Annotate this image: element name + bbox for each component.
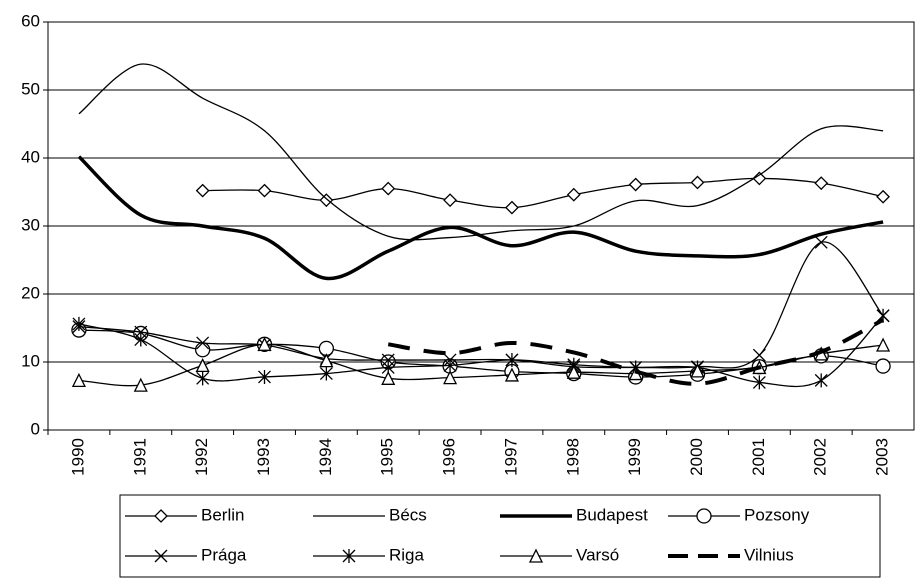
marker xyxy=(505,200,519,215)
marker xyxy=(505,352,519,367)
marker xyxy=(319,193,334,208)
marker xyxy=(319,353,334,368)
marker xyxy=(154,509,168,523)
marker xyxy=(443,358,457,373)
marker xyxy=(443,193,457,208)
x-tick-label: 2002 xyxy=(811,438,830,476)
x-tick-label: 2003 xyxy=(873,438,892,476)
marker xyxy=(752,348,766,362)
marker xyxy=(195,357,210,373)
marker xyxy=(196,371,210,386)
marker xyxy=(876,189,890,204)
x-tick-label: 1994 xyxy=(316,438,335,476)
x-tick-label: 1997 xyxy=(501,438,520,476)
marker xyxy=(133,377,148,392)
x-tick-label: 1993 xyxy=(254,438,273,476)
x-tick-label: 1998 xyxy=(563,438,582,476)
marker xyxy=(696,508,712,524)
x-tick-label: 1991 xyxy=(130,438,149,476)
marker xyxy=(381,370,396,385)
marker xyxy=(875,358,891,374)
marker xyxy=(72,316,86,331)
marker xyxy=(258,369,271,384)
legend-label: Riga xyxy=(389,545,425,564)
legend-label: Pozsony xyxy=(744,505,810,524)
legend-label: Bécs xyxy=(389,505,427,524)
y-tick-label: 30 xyxy=(21,215,40,234)
marker xyxy=(814,176,829,191)
marker xyxy=(342,549,356,563)
marker xyxy=(628,177,643,192)
marker xyxy=(154,549,168,563)
marker xyxy=(504,367,519,382)
legend-frame xyxy=(119,494,881,578)
y-tick-label: 20 xyxy=(21,283,40,302)
marker xyxy=(566,187,581,202)
marker xyxy=(134,332,148,347)
legend-label: Vilnius xyxy=(744,545,794,564)
x-tick-label: 1999 xyxy=(625,438,644,476)
series-line xyxy=(77,155,884,281)
marker xyxy=(196,336,210,350)
marker xyxy=(381,181,396,196)
marker xyxy=(690,363,705,378)
marker xyxy=(319,366,333,381)
x-tick-label: 1995 xyxy=(378,438,397,476)
marker xyxy=(814,235,828,249)
series-line xyxy=(387,318,884,386)
legend-label: Varsó xyxy=(576,545,619,564)
x-tick-label: 2001 xyxy=(749,438,768,476)
marker xyxy=(752,375,766,390)
marker xyxy=(752,171,767,186)
marker xyxy=(814,373,828,388)
x-tick-label: 1992 xyxy=(192,438,211,476)
x-tick-label: 1996 xyxy=(440,438,459,476)
x-tick-label: 2000 xyxy=(687,438,706,476)
y-tick-label: 50 xyxy=(21,79,40,98)
legend-label: Berlin xyxy=(201,505,244,524)
marker xyxy=(71,372,86,388)
series-line xyxy=(202,177,884,209)
y-tick-label: 40 xyxy=(21,147,40,166)
y-tick-label: 60 xyxy=(21,11,40,30)
marker xyxy=(443,370,458,385)
y-tick-label: 0 xyxy=(31,419,40,438)
marker xyxy=(528,548,544,563)
marker xyxy=(690,175,705,190)
series-line xyxy=(78,63,884,241)
marker xyxy=(194,342,211,358)
x-tick-label: 1990 xyxy=(68,438,87,476)
marker xyxy=(257,183,272,198)
y-tick-label: 10 xyxy=(21,351,40,370)
marker xyxy=(566,364,581,379)
marker xyxy=(876,337,891,352)
marker xyxy=(195,183,210,198)
marker xyxy=(257,336,272,351)
legend-label: Prága xyxy=(201,545,247,564)
legend-label: Budapest xyxy=(576,505,648,524)
